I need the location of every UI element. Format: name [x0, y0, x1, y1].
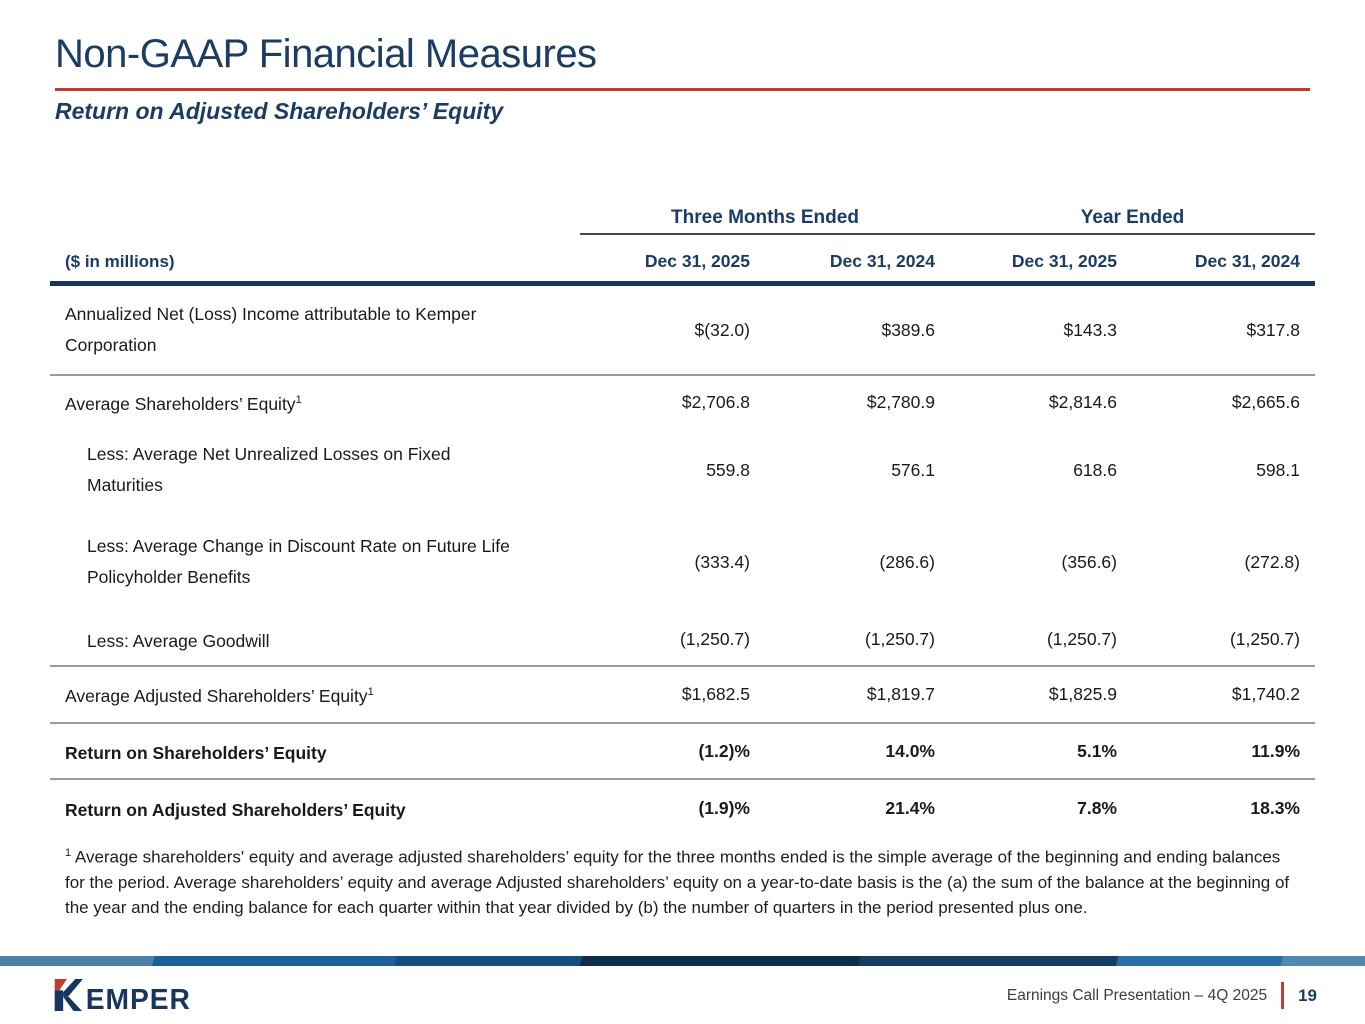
kemper-logo: EMPER	[54, 979, 191, 1011]
cell-value: 5.1%	[1077, 740, 1117, 761]
table-row: Less: Average Net Unrealized Losses on F…	[50, 429, 1315, 511]
group-header-underline	[580, 233, 1315, 235]
financial-table: Three Months Ended Year Ended ($ in mill…	[50, 195, 1315, 836]
table-row: Return on Shareholders’ Equity (1.2)% 14…	[50, 724, 1315, 780]
logo-k-upper-arm	[63, 979, 83, 997]
column-group-header-row: Three Months Ended Year Ended	[50, 195, 1315, 233]
cell-value: 11.9%	[1251, 740, 1300, 761]
table-row: Annualized Net (Loss) Income attributabl…	[50, 286, 1315, 376]
cell-value: $143.3	[1063, 319, 1117, 340]
cell-value: 559.8	[706, 459, 750, 480]
row-label: Return on Shareholders’ Equity	[65, 742, 327, 763]
column-header: Dec 31, 2024	[829, 251, 935, 271]
cell-value: $(32.0)	[694, 319, 750, 340]
table-row: Return on Adjusted Shareholders’ Equity …	[50, 780, 1315, 836]
cell-value: (272.8)	[1244, 551, 1300, 572]
group-header-year-ended: Year Ended	[1080, 207, 1185, 228]
page-number: 19	[1298, 985, 1317, 1005]
footnote-text: Average shareholders' equity and average…	[65, 847, 1290, 917]
cell-value: 576.1	[891, 459, 935, 480]
logo-k-stem	[54, 990, 64, 1011]
row-label: Return on Adjusted Shareholders’ Equity	[65, 799, 406, 820]
cell-value: $1,682.5	[681, 684, 750, 704]
cell-value: 18.3%	[1250, 797, 1300, 818]
cell-value: $1,740.2	[1231, 684, 1300, 704]
cell-value: (1,250.7)	[864, 628, 935, 649]
table-row: Average Shareholders’ Equity1 $2,706.8 $…	[50, 376, 1315, 429]
cell-value: (1.9)%	[698, 797, 750, 818]
cell-value: $317.8	[1246, 319, 1300, 340]
footnote: 1 Average shareholders' equity and avera…	[65, 841, 1300, 920]
group-header-three-months: Three Months Ended	[671, 207, 859, 228]
cell-value: (356.6)	[1061, 551, 1117, 572]
column-header: Dec 31, 2024	[1194, 251, 1300, 271]
row-label: Annualized Net (Loss) Income attributabl…	[65, 304, 477, 355]
cell-value: $2,706.8	[681, 392, 750, 412]
cell-value: $2,665.6	[1231, 392, 1300, 412]
cell-value: $389.6	[881, 319, 935, 340]
footer-caption: Earnings Call Presentation – 4Q 2025	[1006, 986, 1268, 1004]
page-title: Non-GAAP Financial Measures	[55, 32, 597, 76]
row-label: Less: Average Change in Discount Rate on…	[87, 536, 510, 587]
table-body: Annualized Net (Loss) Income attributabl…	[50, 286, 1315, 836]
column-header: Dec 31, 2025	[1011, 251, 1117, 271]
cell-value: $2,814.6	[1048, 392, 1117, 412]
table-row: Less: Average Goodwill (1,250.7) (1,250.…	[50, 613, 1315, 667]
column-header: Dec 31, 2025	[644, 251, 750, 271]
logo-k-lower-leg	[63, 996, 82, 1011]
row-label: Less: Average Net Unrealized Losses on F…	[87, 444, 451, 495]
footer-right: Earnings Call Presentation – 4Q 2025 19	[1007, 982, 1317, 1009]
footnote-ref: 1	[295, 394, 302, 407]
cell-value: (1,250.7)	[1229, 628, 1300, 649]
cell-value: (1.2)%	[698, 740, 750, 761]
cell-value: (1,250.7)	[1046, 628, 1117, 649]
title-underline	[55, 88, 1310, 91]
footer-accent-band	[0, 956, 1365, 966]
cell-value: (286.6)	[879, 551, 935, 572]
table-header-rule	[50, 281, 1315, 286]
cell-value: $2,780.9	[866, 392, 935, 412]
cell-value: $1,825.9	[1048, 684, 1117, 704]
footnote-ref: 1	[367, 686, 374, 699]
row-label: Average Shareholders’ Equity1	[65, 393, 302, 414]
footnote-ref-marker: 1	[65, 847, 72, 859]
cell-value: (333.4)	[694, 551, 750, 572]
row-label: Average Adjusted Shareholders’ Equity1	[65, 685, 374, 706]
units-label: ($ in millions)	[65, 252, 175, 271]
cell-value: $1,819.7	[866, 684, 935, 704]
page-subtitle: Return on Adjusted Shareholders’ Equity	[55, 98, 504, 124]
logo-wordmark: EMPER	[86, 983, 191, 1011]
cell-value: 618.6	[1073, 459, 1117, 480]
cell-value: 21.4%	[885, 797, 935, 818]
column-header-row: ($ in millions) Dec 31, 2025 Dec 31, 202…	[50, 235, 1315, 281]
footer-divider	[1281, 982, 1285, 1009]
cell-value: 598.1	[1256, 459, 1300, 480]
cell-value: 14.0%	[885, 740, 935, 761]
table-row: Average Adjusted Shareholders’ Equity1 $…	[50, 667, 1315, 724]
row-label: Less: Average Goodwill	[87, 630, 270, 651]
table-row: Less: Average Change in Discount Rate on…	[50, 511, 1315, 613]
cell-value: 7.8%	[1077, 797, 1117, 818]
logo-k-red-wedge	[54, 979, 67, 991]
cell-value: (1,250.7)	[679, 628, 750, 649]
